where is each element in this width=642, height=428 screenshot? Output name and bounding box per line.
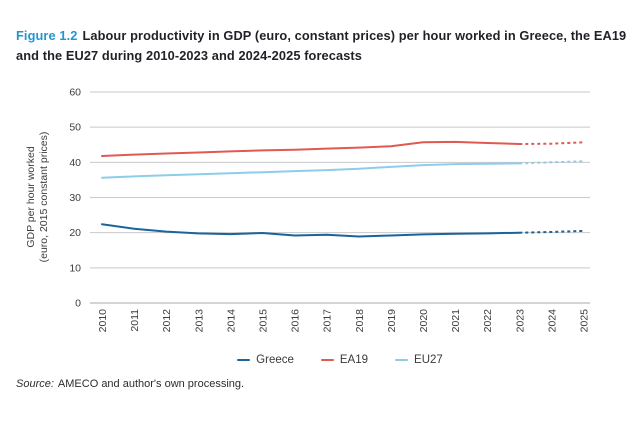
- legend-swatch-eu27: [395, 358, 409, 362]
- legend-item-eu27: EU27: [395, 354, 443, 366]
- y-tick-label-40: 40: [69, 157, 81, 169]
- series-forecast-eu27: [519, 160, 584, 165]
- series-forecast-greece: [519, 229, 584, 234]
- y-tick-label-50: 50: [69, 122, 81, 134]
- x-tick-label-2012: 2012: [161, 309, 173, 333]
- x-tick-label-2020: 2020: [418, 309, 430, 333]
- x-tick-label-2023: 2023: [514, 309, 526, 333]
- legend-label-greece: Greece: [256, 354, 294, 366]
- series-line-eu27: [101, 162, 521, 179]
- figure-title-text: Labour productivity in GDP (euro, consta…: [16, 28, 627, 63]
- y-tick-label-20: 20: [69, 227, 81, 239]
- series-line-greece: [101, 223, 521, 238]
- x-tick-label-2024: 2024: [546, 309, 558, 333]
- source-text: AMECO and author's own processing.: [57, 378, 245, 390]
- legend-swatch-ea19: [320, 358, 334, 362]
- series-line-ea19: [101, 140, 521, 157]
- x-tick-label-2015: 2015: [258, 309, 270, 333]
- x-tick-label-2019: 2019: [386, 309, 398, 333]
- legend-label-ea19: EA19: [339, 354, 369, 366]
- legend-item-greece: Greece: [237, 354, 294, 366]
- y-tick-label-10: 10: [69, 262, 81, 274]
- legend-label-eu27: EU27: [414, 354, 443, 366]
- source-prefix: Source:: [16, 378, 54, 390]
- x-tick-label-2017: 2017: [322, 309, 334, 333]
- x-tick-label-2010: 2010: [97, 309, 109, 333]
- figure-number: Figure 1.2: [16, 28, 78, 43]
- legend-swatch-greece: [237, 358, 251, 362]
- x-tick-label-2011: 2011: [129, 309, 141, 332]
- source-note: Source: AMECO and author's own processing…: [16, 378, 516, 390]
- figure-title: Figure 1.2 Labour productivity in GDP (eu…: [16, 26, 632, 66]
- series-forecast-ea19: [519, 141, 584, 145]
- x-tick-label-2016: 2016: [290, 309, 302, 333]
- x-tick-label-2013: 2013: [193, 309, 205, 333]
- y-tick-label-0: 0: [75, 298, 81, 310]
- x-tick-label-2025: 2025: [579, 309, 591, 333]
- y-tick-label-60: 60: [69, 87, 81, 99]
- x-tick-label-2022: 2022: [482, 309, 494, 333]
- y-axis-title-line-1: GDP per hour worked: [25, 146, 37, 248]
- y-axis-title-line-2: (euro, 2015 constant prices): [38, 132, 50, 263]
- x-tick-label-2014: 2014: [225, 309, 237, 333]
- chart-legend: Greece EA19 EU27: [90, 352, 590, 368]
- x-tick-label-2021: 2021: [450, 309, 462, 333]
- y-tick-label-30: 30: [69, 192, 81, 204]
- legend-item-ea19: EA19: [320, 354, 369, 366]
- x-tick-label-2018: 2018: [354, 309, 366, 333]
